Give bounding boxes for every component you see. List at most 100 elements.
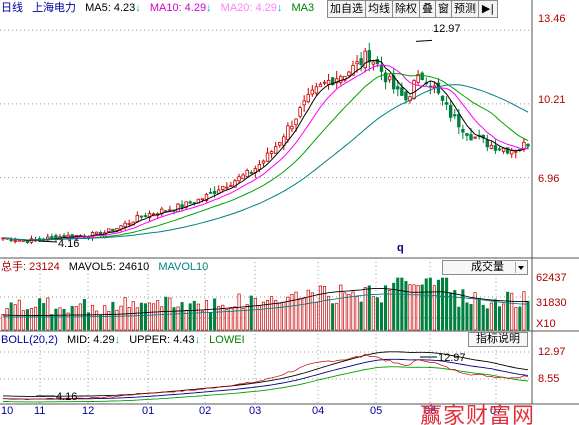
volume-bar-11 — [46, 297, 50, 331]
date-label-04: 04 — [312, 405, 325, 417]
date-label-12: 12 — [82, 405, 95, 417]
volume-bar-53 — [217, 306, 221, 331]
volume-bar-91 — [371, 296, 375, 331]
volume-bar-102 — [416, 285, 420, 331]
mavol5-line — [3, 287, 529, 316]
volume-bar-17 — [70, 306, 74, 331]
chevron-down-icon[interactable] — [515, 262, 526, 273]
boll-upper-value: UPPER: 4.43 — [129, 334, 195, 346]
candle-body-77 — [314, 86, 319, 94]
candle-body-122 — [497, 148, 502, 151]
candle-body-74 — [302, 100, 306, 106]
boll-mid-line — [3, 358, 529, 400]
candle-body-98 — [400, 87, 404, 96]
candle-body-61 — [249, 171, 253, 174]
date-label-03: 03 — [249, 405, 262, 417]
boll-lower-line — [3, 366, 529, 403]
stray-text: q — [397, 242, 404, 254]
boll-upper-line — [3, 351, 529, 397]
chart-toolbar: 加自选 均线 除权 叠 窗 预测 ▶| — [327, 0, 498, 18]
volume-bar-51 — [209, 312, 213, 331]
candle-body-121 — [493, 145, 498, 151]
volume-bar-107 — [436, 279, 441, 331]
boll-high-label: 12.97 — [438, 352, 466, 364]
volume-bar-128 — [522, 291, 526, 331]
candle-body-12 — [50, 236, 54, 238]
next-icon[interactable]: ▶| — [478, 0, 498, 18]
date-label-01: 01 — [142, 405, 155, 417]
candle-body-85 — [347, 71, 351, 76]
candle-body-30 — [123, 222, 127, 228]
candle-body-56 — [229, 185, 233, 187]
candle-body-114 — [465, 133, 469, 136]
volume-bars — [1, 277, 530, 331]
candle-body-54 — [221, 185, 225, 190]
candle-body-73 — [298, 107, 302, 117]
candle-body-80 — [326, 79, 331, 85]
volume-bar-73 — [298, 298, 302, 331]
ex-rights-button[interactable]: 除权 — [392, 0, 420, 18]
volume-bar-86 — [351, 291, 355, 331]
volume-tick-1: 62437 — [536, 272, 567, 284]
date-label-05: 05 — [370, 405, 383, 417]
volume-bar-110 — [449, 292, 453, 331]
candle-body-93 — [379, 64, 384, 72]
candle-body-34 — [139, 215, 144, 218]
candle-body-94 — [383, 72, 388, 83]
volume-bar-69 — [282, 301, 286, 331]
volume-info-bar: 总手: 23124 MAVOL5: 24610 MAVOL10 — [1, 260, 214, 274]
candle-body-72 — [294, 118, 298, 126]
candle-body-27 — [111, 228, 115, 232]
watermark-logo: 赢家财富网 — [420, 404, 536, 425]
price-tick-1: 13.46 — [538, 13, 566, 25]
candle-body-124 — [505, 147, 510, 154]
candle-body-60 — [245, 170, 249, 178]
volume-bar-124 — [506, 291, 510, 331]
window-button[interactable]: 窗 — [435, 0, 452, 18]
volume-bar-29 — [119, 305, 123, 331]
moving-average-button[interactable]: 均线 — [365, 0, 393, 18]
volume-bar-117 — [477, 297, 481, 331]
candle-body-6 — [25, 241, 30, 243]
ma-more-value: MA3 — [291, 2, 315, 14]
add-watchlist-button[interactable]: 加自选 — [327, 0, 366, 18]
candle-body-120 — [489, 144, 494, 149]
boll-info-bar: BOLL(20,2) MID: 4.29↓ UPPER: 4.43↓ LOWEI — [1, 333, 251, 347]
candle-body-76 — [310, 89, 315, 95]
volume-bar-55 — [225, 309, 229, 331]
ma20-value: MA20: 4.29 — [220, 2, 277, 14]
volume-bar-38 — [156, 300, 160, 331]
candle-body-83 — [339, 75, 343, 83]
forecast-button[interactable]: 预测 — [451, 0, 479, 18]
price-moving-averages — [2, 59, 529, 242]
volume-bar-31 — [127, 307, 131, 331]
volume-bar-74 — [302, 297, 306, 331]
candle-body-68 — [278, 142, 282, 146]
volume-bar-104 — [424, 278, 428, 331]
volume-bar-88 — [359, 301, 363, 331]
indicator-help-button[interactable]: 指标说明 — [468, 332, 528, 347]
candle-body-112 — [457, 113, 461, 128]
price-tick-3: 6.96 — [538, 173, 560, 185]
candle-body-89 — [363, 50, 367, 69]
candle-body-87 — [355, 61, 359, 65]
volume-bar-79 — [322, 286, 327, 331]
volume-bar-39 — [160, 306, 164, 331]
boll-lines — [3, 351, 529, 403]
boll-price-line — [3, 353, 529, 401]
stock-name: 上海电力 — [32, 2, 77, 14]
volume-bar-15 — [62, 308, 66, 331]
candle-body-26 — [107, 228, 111, 232]
candle-body-35 — [143, 215, 148, 217]
volume-bar-46 — [188, 303, 192, 331]
volume-bar-33 — [135, 307, 139, 331]
boll-low-label: 4.16 — [56, 391, 78, 403]
indicator-select[interactable]: 成交量 — [442, 260, 528, 275]
volume-bar-14 — [58, 307, 62, 331]
date-label-06: 06 — [424, 405, 437, 417]
overlay-button[interactable]: 叠 — [419, 0, 436, 18]
volume-bar-96 — [392, 282, 396, 331]
volume-bar-122 — [497, 306, 502, 331]
boll-tick-1: 12.97 — [538, 346, 566, 358]
